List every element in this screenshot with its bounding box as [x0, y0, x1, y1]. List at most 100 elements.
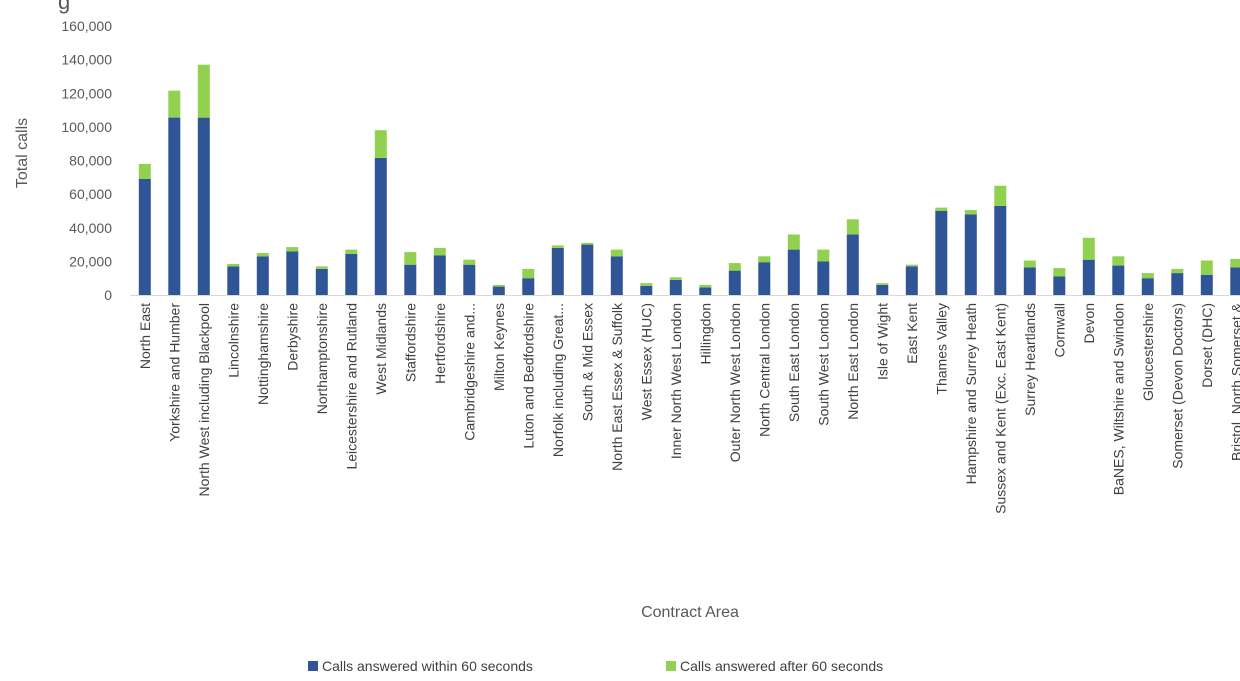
- bar-within-60-isle-of-wight: [876, 284, 889, 295]
- bar-within-60-north-east: [138, 179, 151, 295]
- bar-after-60-south-west-london: [817, 249, 830, 262]
- x-tick-label: BaNES, Wiltshire and Swindon: [1110, 303, 1126, 495]
- bar-within-60-cambridgeshire-and: [463, 264, 476, 295]
- x-tick-label: Yorkshire and Humber: [166, 303, 182, 442]
- bar-after-60-isle-of-wight: [876, 283, 889, 285]
- bar-within-60-milton-keynes: [492, 286, 505, 295]
- x-tick-label: South East London: [786, 303, 802, 422]
- bar-within-60-norfolk-including-great: [551, 247, 564, 295]
- legend-swatch-after-60: [666, 661, 676, 671]
- bar-after-60-nottinghamshire: [256, 253, 269, 257]
- bar-within-60-nottinghamshire: [256, 256, 269, 295]
- bar-after-60-cambridgeshire-and: [463, 259, 476, 265]
- bar-after-60-north-west-including-blackpool: [197, 64, 210, 118]
- legend-swatch-within-60: [308, 661, 318, 671]
- x-tick-label: North Central London: [756, 303, 772, 437]
- x-tick-label: Somerset (Devon Doctors): [1169, 303, 1185, 469]
- bar-after-60-hillingdon: [699, 284, 712, 288]
- x-tick-label: Cornwall: [1051, 303, 1067, 357]
- bar-after-60-north-east-london: [846, 219, 859, 235]
- bar-within-60-south-west-london: [817, 261, 830, 295]
- y-tick-label: 40,000: [69, 220, 112, 236]
- bar-after-60-south-east-london: [787, 234, 800, 250]
- x-tick-label: Sussex and Kent (Exc. East Kent): [992, 303, 1008, 514]
- y-tick-label: 140,000: [61, 52, 112, 68]
- bar-within-60-somerset-devon-doctors: [1171, 273, 1184, 295]
- x-tick-label: Luton and Bedfordshire: [520, 303, 536, 449]
- y-tick-label: 120,000: [61, 85, 112, 101]
- bar-within-60-south-mid-essex: [581, 244, 594, 295]
- bar-within-60-hampshire-and-surrey-heath: [964, 214, 977, 295]
- x-tick-label: North East Essex & Suffolk: [609, 302, 625, 471]
- bar-within-60-dorset-dhc: [1200, 274, 1213, 295]
- legend-label-after-60: Calls answered after 60 seconds: [680, 658, 883, 674]
- bar-within-60-west-essex-huc: [640, 285, 653, 295]
- x-tick-label: Hertfordshire: [432, 303, 448, 384]
- x-tick-label: North East: [137, 303, 153, 369]
- x-tick-label: South & Mid Essex: [579, 303, 595, 421]
- bar-after-60-thames-valley: [935, 207, 948, 211]
- bar-after-60-sussex-and-kent-exc-east-kent: [994, 185, 1007, 206]
- bar-within-60-north-central-london: [758, 262, 771, 295]
- y-tick-label: 60,000: [69, 186, 112, 202]
- x-tick-label: Hillingdon: [697, 303, 713, 364]
- bar-within-60-lincolnshire: [227, 266, 240, 295]
- bar-after-60-leicestershire-and-rutland: [345, 249, 358, 254]
- x-tick-label: Nottinghamshire: [255, 303, 271, 405]
- bar-within-60-hertfordshire: [433, 255, 446, 295]
- y-axis-title: Total calls: [14, 118, 31, 188]
- x-tick-label: Inner North West London: [668, 303, 684, 459]
- bar-after-60-north-east: [138, 163, 151, 179]
- bar-within-60-east-kent: [905, 266, 918, 295]
- bar-after-60-lincolnshire: [227, 263, 240, 267]
- bar-within-60-luton-and-bedfordshire: [522, 278, 535, 295]
- bars: [138, 64, 1240, 295]
- bar-after-60-south-mid-essex: [581, 242, 594, 245]
- x-tick-label: Leicestershire and Rutland: [343, 303, 359, 470]
- bar-after-60-norfolk-including-great: [551, 245, 564, 248]
- bar-after-60-north-east-essex-suffolk: [610, 249, 623, 257]
- bar-within-60-north-east-london: [846, 234, 859, 295]
- y-tick-label: 160,000: [61, 18, 112, 34]
- x-tick-label: West Midlands: [373, 303, 389, 395]
- x-axis-category-labels: North East Yorkshire and Humber North West…: [137, 302, 1240, 514]
- x-tick-label: Thames Valley: [933, 303, 949, 395]
- x-tick-label: North East London: [845, 303, 861, 420]
- x-tick-label: Lincolnshire: [225, 303, 241, 378]
- x-tick-label: East Kent: [904, 303, 920, 364]
- x-tick-label: West Essex (HUC): [638, 303, 654, 420]
- bar-after-60-banes-wiltshire-and-swindon: [1112, 256, 1125, 266]
- x-tick-label: Dorset (DHC): [1199, 303, 1215, 388]
- bar-within-60-northamptonshire: [315, 268, 328, 295]
- bar-after-60-devon: [1082, 237, 1095, 260]
- y-tick-label: 100,000: [61, 119, 112, 135]
- bar-within-60-inner-north-west-london: [669, 279, 682, 295]
- bar-after-60-surrey-heartlands: [1023, 260, 1036, 268]
- bar-after-60-north-central-london: [758, 256, 771, 263]
- bar-after-60-gloucestershire: [1141, 273, 1154, 279]
- x-tick-label: Hampshire and Surrey Heath: [963, 303, 979, 484]
- x-tick-label: Surrey Heartlands: [1022, 303, 1038, 416]
- bar-after-60-somerset-devon-doctors: [1171, 268, 1184, 274]
- bar-after-60-milton-keynes: [492, 284, 505, 287]
- bar-after-60-luton-and-bedfordshire: [522, 268, 535, 279]
- bar-within-60-devon: [1082, 259, 1095, 295]
- x-tick-label: Staffordshire: [402, 303, 418, 382]
- bar-within-60-south-east-london: [787, 249, 800, 295]
- bar-within-60-north-east-essex-suffolk: [610, 256, 623, 295]
- bar-after-60-yorkshire-and-humber: [168, 90, 181, 118]
- bar-after-60-east-kent: [905, 264, 918, 267]
- x-tick-label: Milton Keynes: [491, 303, 507, 391]
- bar-within-60-west-midlands: [374, 158, 387, 295]
- bar-after-60-hampshire-and-surrey-heath: [964, 210, 977, 215]
- bar-after-60-hertfordshire: [433, 247, 446, 256]
- chart-title-fragment: g: [58, 0, 70, 14]
- bar-after-60-cornwall: [1053, 268, 1066, 277]
- bar-within-60-outer-north-west-london: [728, 270, 741, 295]
- x-tick-label: Bristol, North Somerset &: [1228, 302, 1240, 461]
- bar-after-60-staffordshire: [404, 252, 417, 265]
- bar-after-60-dorset-dhc: [1200, 260, 1213, 275]
- x-tick-label: Cambridgeshire and...: [461, 303, 477, 441]
- bar-within-60-cornwall: [1053, 276, 1066, 295]
